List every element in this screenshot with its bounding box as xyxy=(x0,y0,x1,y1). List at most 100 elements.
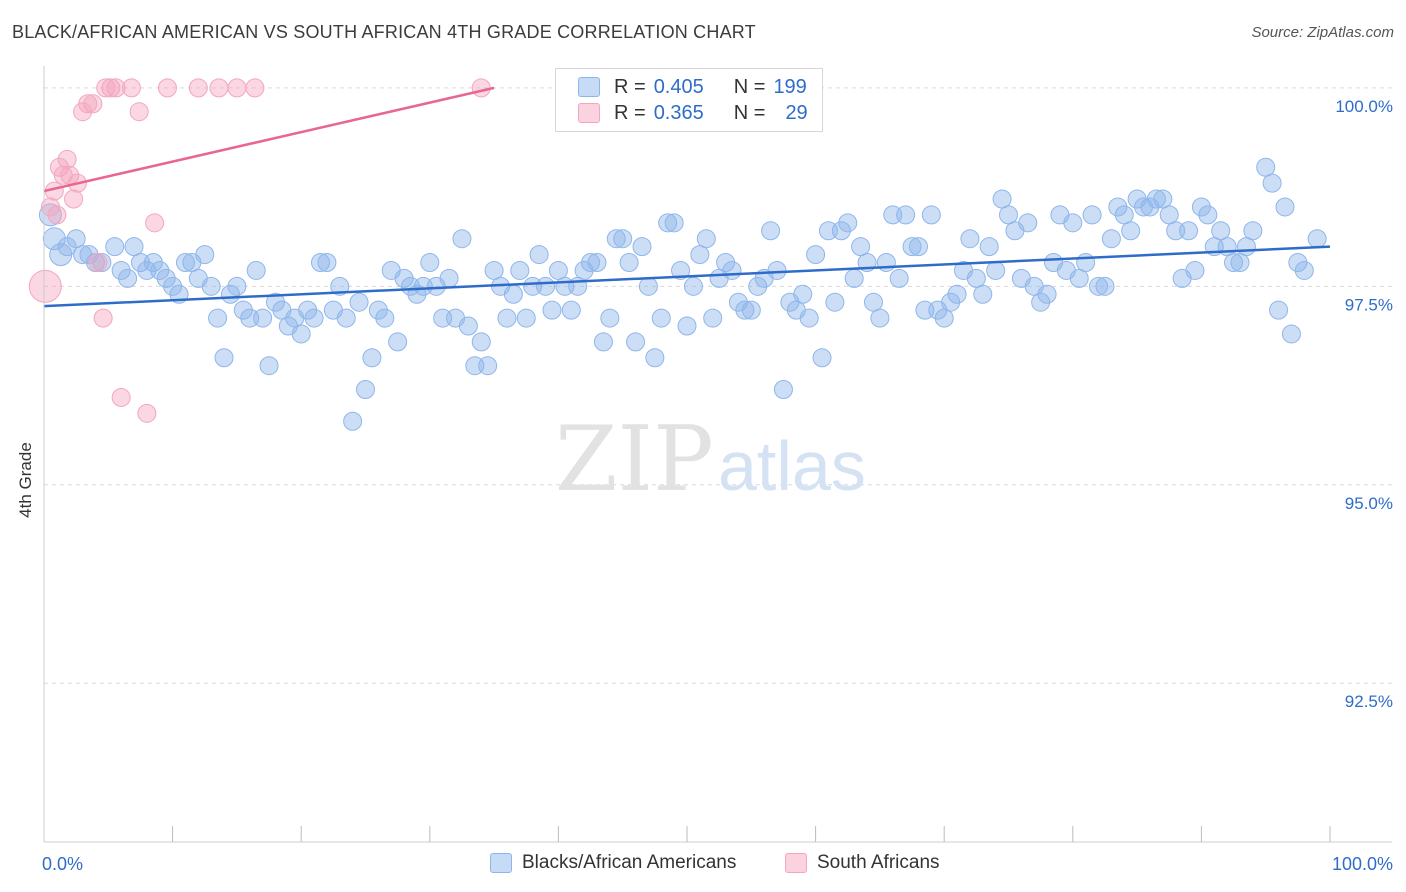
point-blacks xyxy=(658,213,678,233)
point-blacks xyxy=(542,300,562,320)
point-blacks xyxy=(1031,292,1051,312)
point-blacks xyxy=(799,308,819,328)
point-blacks xyxy=(452,229,472,249)
point-blacks xyxy=(1281,324,1301,344)
point-blacks xyxy=(960,229,980,249)
stats-row-south-africans: R = 0.365 N = 29 xyxy=(578,101,808,125)
point-blacks xyxy=(703,308,723,328)
point-blacks xyxy=(683,276,703,296)
point-blacks xyxy=(1063,213,1083,233)
point-blacks xyxy=(471,332,491,352)
legend-item-south-africans[interactable]: South Africans xyxy=(785,852,940,874)
point-blacks xyxy=(304,308,324,328)
point-blacks xyxy=(38,203,62,227)
point-blacks xyxy=(761,221,781,241)
point-south-africans xyxy=(121,78,141,98)
point-blacks xyxy=(812,348,832,368)
point-blacks xyxy=(259,356,279,376)
point-south-africans xyxy=(209,78,229,98)
point-blacks xyxy=(619,253,639,273)
point-blacks xyxy=(748,276,768,296)
point-south-africans xyxy=(111,387,131,407)
r-label: R = xyxy=(614,75,646,98)
point-blacks xyxy=(375,308,395,328)
point-blacks xyxy=(1256,157,1276,177)
point-blacks xyxy=(870,308,890,328)
point-blacks xyxy=(233,300,253,320)
point-blacks xyxy=(1243,221,1263,241)
y-axis-label: 4th Grade xyxy=(16,442,35,518)
point-blacks xyxy=(1082,205,1102,225)
point-blacks xyxy=(677,316,697,336)
n-label: N = xyxy=(733,75,766,98)
point-blacks xyxy=(265,292,285,312)
point-blacks xyxy=(1108,197,1128,217)
point-blacks xyxy=(529,245,549,265)
point-blacks xyxy=(195,245,215,265)
point-blacks xyxy=(497,308,517,328)
point-blacks xyxy=(632,237,652,257)
point-blacks xyxy=(986,260,1006,280)
point-blacks xyxy=(317,253,337,273)
legend-item-blacks[interactable]: Blacks/African Americans xyxy=(490,852,736,874)
point-blacks xyxy=(1307,229,1327,249)
point-south-africans xyxy=(137,403,157,423)
point-blacks xyxy=(1211,221,1231,241)
point-south-africans xyxy=(227,78,247,98)
watermark-zip: ZIP xyxy=(555,407,714,512)
n-label: N = xyxy=(733,101,766,124)
point-blacks xyxy=(1269,300,1289,320)
point-blacks xyxy=(876,253,896,273)
point-blacks xyxy=(1294,260,1314,280)
point-blacks xyxy=(767,260,787,280)
point-south-africans xyxy=(129,102,149,122)
legend-swatch-blue xyxy=(490,853,512,873)
point-blacks xyxy=(484,260,504,280)
point-south-africans xyxy=(106,78,126,98)
point-blacks xyxy=(1179,221,1199,241)
r-label: R = xyxy=(614,101,646,124)
r-value: 0.405 xyxy=(653,75,704,98)
point-blacks xyxy=(1153,189,1173,209)
point-blacks xyxy=(651,308,671,328)
point-blacks xyxy=(626,332,646,352)
point-blacks xyxy=(793,284,813,304)
trend-line-south-africans xyxy=(43,86,495,193)
point-blacks xyxy=(638,276,658,296)
point-blacks xyxy=(388,332,408,352)
point-blacks xyxy=(851,237,871,257)
point-blacks xyxy=(330,276,350,296)
watermark-atlas: atlas xyxy=(718,427,866,505)
point-blacks xyxy=(613,229,633,249)
point-blacks xyxy=(201,276,221,296)
point-blacks xyxy=(973,284,993,304)
point-blacks xyxy=(1224,253,1244,273)
y-tick-label: 97.5% xyxy=(1345,295,1393,314)
x-tick-label: 100.0% xyxy=(1332,854,1393,874)
y-tick-label: 92.5% xyxy=(1345,692,1393,711)
point-blacks xyxy=(536,276,556,296)
trend-layer xyxy=(43,86,1331,308)
point-blacks xyxy=(1198,205,1218,225)
point-blacks xyxy=(593,332,613,352)
point-south-africans xyxy=(96,78,116,98)
point-blacks xyxy=(227,276,247,296)
point-blacks xyxy=(966,268,986,288)
point-blacks xyxy=(664,213,684,233)
point-blacks xyxy=(510,260,530,280)
point-blacks xyxy=(773,380,793,400)
point-blacks xyxy=(310,253,330,273)
point-blacks xyxy=(844,268,864,288)
swatch-blue xyxy=(578,77,600,97)
point-blacks xyxy=(735,300,755,320)
point-blacks xyxy=(1018,213,1038,233)
point-blacks xyxy=(696,229,716,249)
y-tick-label: 100.0% xyxy=(1335,97,1393,116)
point-blacks xyxy=(143,253,163,273)
point-blacks xyxy=(921,205,941,225)
point-blacks xyxy=(947,284,967,304)
point-blacks xyxy=(1089,276,1109,296)
point-south-africans xyxy=(57,149,77,169)
point-blacks xyxy=(1191,197,1211,217)
stats-legend: R = 0.405 N = 199 R = 0.365 N = 29 xyxy=(555,68,823,132)
